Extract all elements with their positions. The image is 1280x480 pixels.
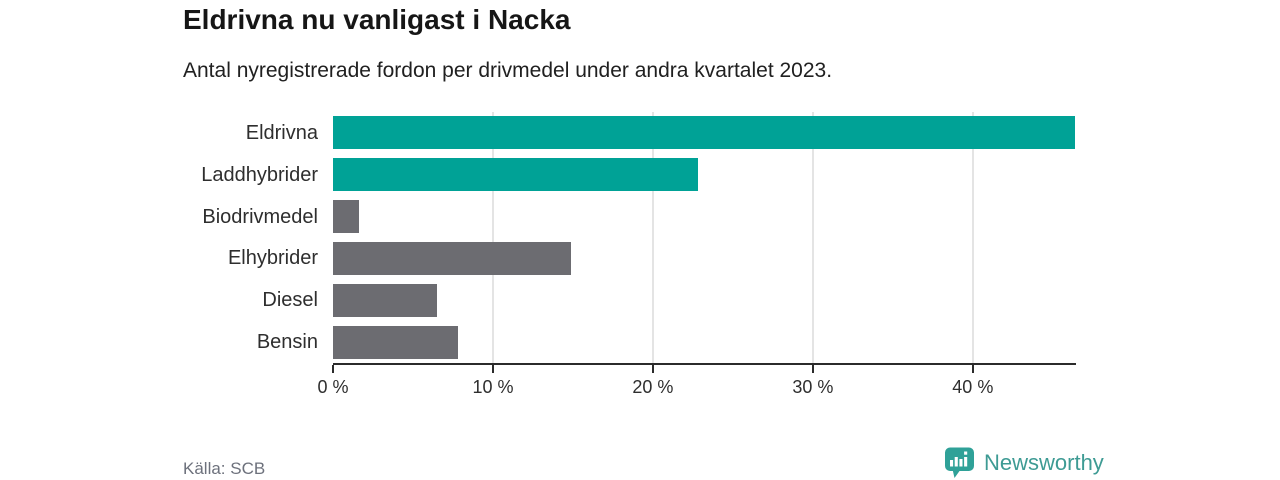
chart-row: Bensin: [257, 321, 1076, 363]
chart-row: Diesel: [262, 279, 1076, 321]
bar-elhybrider: [333, 241, 572, 275]
x-axis-tick: [491, 365, 494, 373]
source-label: Källa: SCB: [183, 459, 266, 478]
newsworthy-logo: Newsworthy: [943, 445, 1104, 480]
page-title: Eldrivna nu vanligast i Nacka: [183, 4, 571, 35]
gridline: [651, 112, 654, 363]
x-axis-tick-label: 10 %: [472, 377, 514, 397]
chart-row: Laddhybrider: [201, 154, 1076, 196]
chart-row: Biodrivmedel: [202, 196, 1076, 238]
bar-laddhybrider: [333, 158, 698, 192]
gridline: [811, 112, 814, 363]
category-label: Elhybrider: [227, 247, 318, 270]
category-label: Eldrivna: [245, 121, 318, 144]
x-axis: 0 % 10 % 20 % 30 % 40 %: [317, 365, 1076, 405]
bar-diesel: [333, 283, 437, 317]
gridline: [971, 112, 974, 363]
x-axis-tick: [651, 365, 654, 373]
bar-eldrivna: [333, 116, 1076, 150]
x-axis-tick-label: 40 %: [952, 377, 994, 397]
bar-biodrivmedel: [333, 200, 359, 234]
x-axis-tick-label: 30 %: [792, 377, 834, 397]
x-axis-line: [333, 363, 1076, 365]
category-label: Diesel: [262, 289, 318, 312]
bar-bensin: [333, 325, 458, 359]
category-label: Biodrivmedel: [202, 205, 318, 228]
bar-chart: Eldrivna Laddhybrider Biodrivmedel Elhybrid…: [201, 112, 1076, 363]
chart-row: Elhybrider: [228, 237, 1076, 279]
newsworthy-wordmark: Newsworthy: [984, 449, 1104, 475]
category-label: Laddhybrider: [201, 163, 318, 186]
chart-row: Eldrivna: [246, 112, 1076, 154]
x-axis-tick: [971, 365, 974, 373]
chart-rows: Eldrivna Laddhybrider Biodrivmedel Elhybrid…: [201, 112, 1076, 363]
category-label: Bensin: [256, 331, 318, 354]
x-axis-tick-label: 0 %: [317, 377, 349, 397]
page-subtitle: Antal nyregistrerade fordon per drivmede…: [183, 59, 833, 82]
newsworthy-logo-icon: [945, 447, 974, 478]
x-axis-tick: [332, 365, 334, 373]
x-axis-tick-label: 20 %: [632, 377, 674, 397]
gridline: [491, 112, 494, 363]
x-axis-tick: [811, 365, 814, 373]
